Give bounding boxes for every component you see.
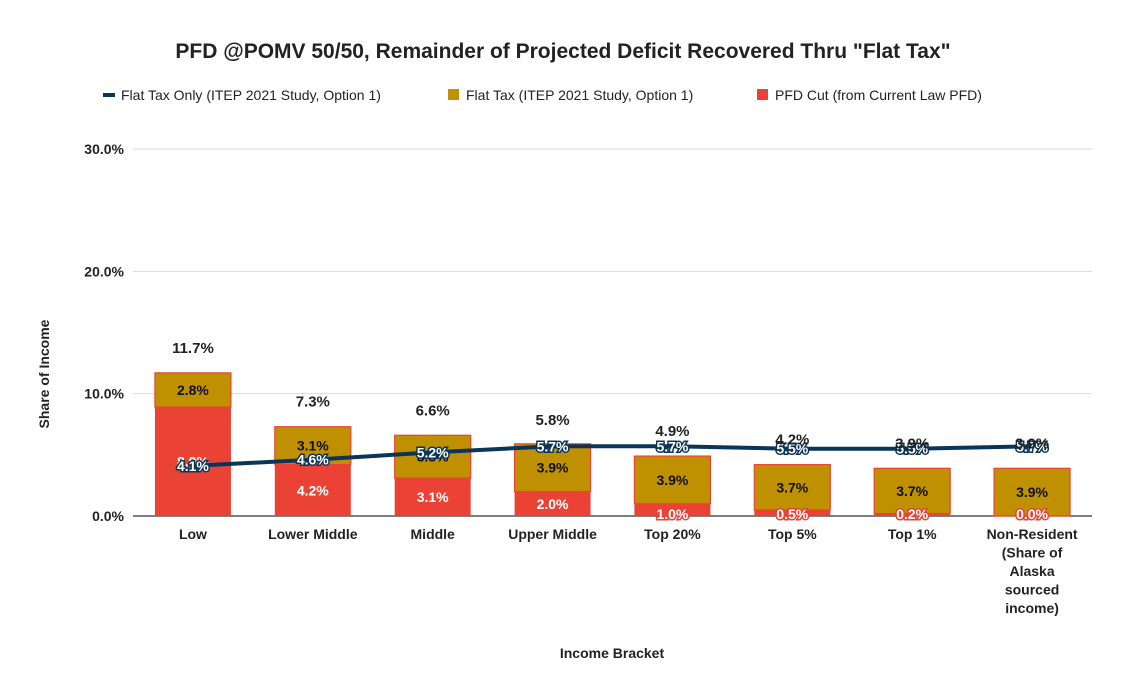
- pfd-cut-value-label: 0.0%: [1016, 506, 1048, 522]
- flat-tax-value-label: 3.7%: [776, 479, 808, 495]
- bar-pfd-cut: [874, 513, 951, 516]
- x-axis-title: Income Bracket: [560, 645, 665, 661]
- bar-stack: 3.9% 2.0%: [513, 443, 592, 516]
- bar-pfd-cut: [154, 407, 231, 516]
- bar-pfd-cut: [634, 503, 711, 516]
- flat-tax-only-value-label: 5.7%: [1016, 438, 1048, 454]
- y-tick-label: 10.0%: [84, 386, 124, 402]
- bar-flat-tax: [753, 464, 831, 511]
- x-tick-label: Upper Middle: [508, 526, 597, 542]
- x-tick-label: Non-Resident (Share of Alaska sourced income…: [987, 526, 1078, 616]
- flat-tax-value-label: 3.9%: [656, 472, 688, 488]
- bar-stack: 2.8%8.9%: [154, 372, 232, 516]
- flat-tax-value-label: 3.9%: [1016, 484, 1048, 500]
- pfd-cut-value-label: 4.2%: [297, 482, 329, 498]
- bar-flat-tax: [154, 372, 232, 408]
- x-tick-label: Lower Middle: [268, 526, 358, 542]
- legend-label: Flat Tax (ITEP 2021 Study, Option 1): [466, 87, 693, 103]
- flat-tax-only-series-line: [192, 444, 1033, 468]
- flat-tax-only-value-label: 5.5%: [776, 441, 808, 457]
- bar-pfd-cut: [754, 509, 831, 516]
- bar-flat-tax: [873, 467, 951, 515]
- flat-tax-only-value-label: 5.7%: [537, 438, 569, 454]
- bar-flat-tax: [394, 434, 472, 479]
- y-axis-title: Share of Income: [36, 319, 52, 428]
- total-labels: 11.7% 7.3% 6.6% 5.8% 4.9% 4.2% 3.9% 3.9%: [172, 340, 1049, 452]
- pfd-cut-value-label: 2.0%: [537, 496, 569, 512]
- flat-tax-only-value-label: 5.5%: [896, 441, 928, 457]
- pfd-cut-value-label: 0.2%: [896, 506, 928, 522]
- total-value-label: 3.9%: [895, 435, 929, 452]
- legend-label: Flat Tax Only (ITEP 2021 Study, Option 1…: [121, 87, 381, 103]
- bar-flat-tax: [993, 467, 1071, 517]
- flat-tax-only-value-label: 4.1%: [177, 458, 209, 474]
- y-tick-label: 0.0%: [92, 508, 124, 524]
- x-axis-tick-labels: Low Lower Middle Middle Upper Middle Top 20%…: [179, 526, 1078, 616]
- bars: 2.8%8.9%3.1%4.2%3.5%3.1%3.9%2.0%3.9%1.0%…: [154, 372, 1071, 524]
- legend-swatch: [448, 89, 459, 100]
- total-value-label: 3.9%: [1015, 435, 1049, 452]
- x-tick-label: Top 20%: [644, 526, 701, 542]
- bar-flat-tax: [513, 443, 592, 493]
- bar-stack: 3.9% 1.0%: [633, 455, 712, 524]
- flat-tax-value-label: 3.7%: [896, 483, 928, 499]
- flat-tax-only-value-label: 5.7%: [656, 438, 688, 454]
- bar-pfd-cut: [394, 478, 471, 516]
- bar-pfd-cut: [274, 464, 351, 516]
- bar-pfd-cut: [514, 491, 591, 516]
- x-tick-label: Middle: [411, 526, 456, 542]
- flat-tax-value-label: 2.8%: [177, 382, 209, 398]
- chart-legend: Flat Tax Only (ITEP 2021 Study, Option 1…: [103, 87, 982, 103]
- bar-stack: 3.1% 4.2%: [274, 426, 352, 516]
- flat-tax-value-label: 3.9%: [537, 460, 569, 476]
- chart-title: PFD @POMV 50/50, Remainder of Projected …: [175, 40, 950, 63]
- bar-stack: 3.9% 0.0%: [993, 467, 1071, 524]
- total-value-label: 6.6%: [416, 402, 450, 419]
- bar-flat-tax: [633, 455, 712, 505]
- total-value-label: 4.9%: [655, 423, 689, 440]
- flat-tax-value-label: 3.1%: [297, 438, 329, 454]
- legend-swatch: [757, 89, 768, 100]
- legend-item: Flat Tax Only (ITEP 2021 Study, Option 1…: [103, 87, 381, 103]
- flat-tax-only-value-label: 4.6%: [297, 452, 329, 468]
- y-tick-label: 30.0%: [84, 141, 124, 157]
- pfd-cut-value-label: 0.5%: [776, 506, 808, 522]
- y-axis-ticks: 0.0% 10.0% 20.0% 30.0%: [84, 141, 124, 524]
- total-value-label: 5.8%: [535, 412, 569, 429]
- flat-tax-only-line: 4.1% 4.6% 5.2% 5.7% 5.7% 5.5% 5.5% 5.7%: [175, 437, 1050, 476]
- total-value-label: 7.3%: [296, 394, 330, 411]
- total-value-label: 4.2%: [775, 432, 809, 449]
- pfd-cut-value-label: 3.1%: [417, 489, 449, 505]
- legend-line-marker: [103, 93, 115, 97]
- total-value-label: 11.7%: [172, 340, 214, 357]
- bar-stack: 3.7% 0.5%: [753, 464, 831, 524]
- legend-item: PFD Cut (from Current Law PFD): [757, 87, 982, 103]
- pfd-cut-value-label: 1.0%: [656, 506, 688, 522]
- y-tick-label: 20.0%: [84, 263, 124, 279]
- flat-tax-only-value-label: 5.2%: [417, 444, 449, 460]
- bar-stack: 3.7% 0.2%: [873, 467, 951, 524]
- x-tick-label: Top 1%: [888, 526, 937, 542]
- legend-item: Flat Tax (ITEP 2021 Study, Option 1): [448, 87, 693, 103]
- x-tick-label: Top 5%: [768, 526, 817, 542]
- x-tick-label: Low: [179, 526, 207, 542]
- legend-label: PFD Cut (from Current Law PFD): [775, 87, 982, 103]
